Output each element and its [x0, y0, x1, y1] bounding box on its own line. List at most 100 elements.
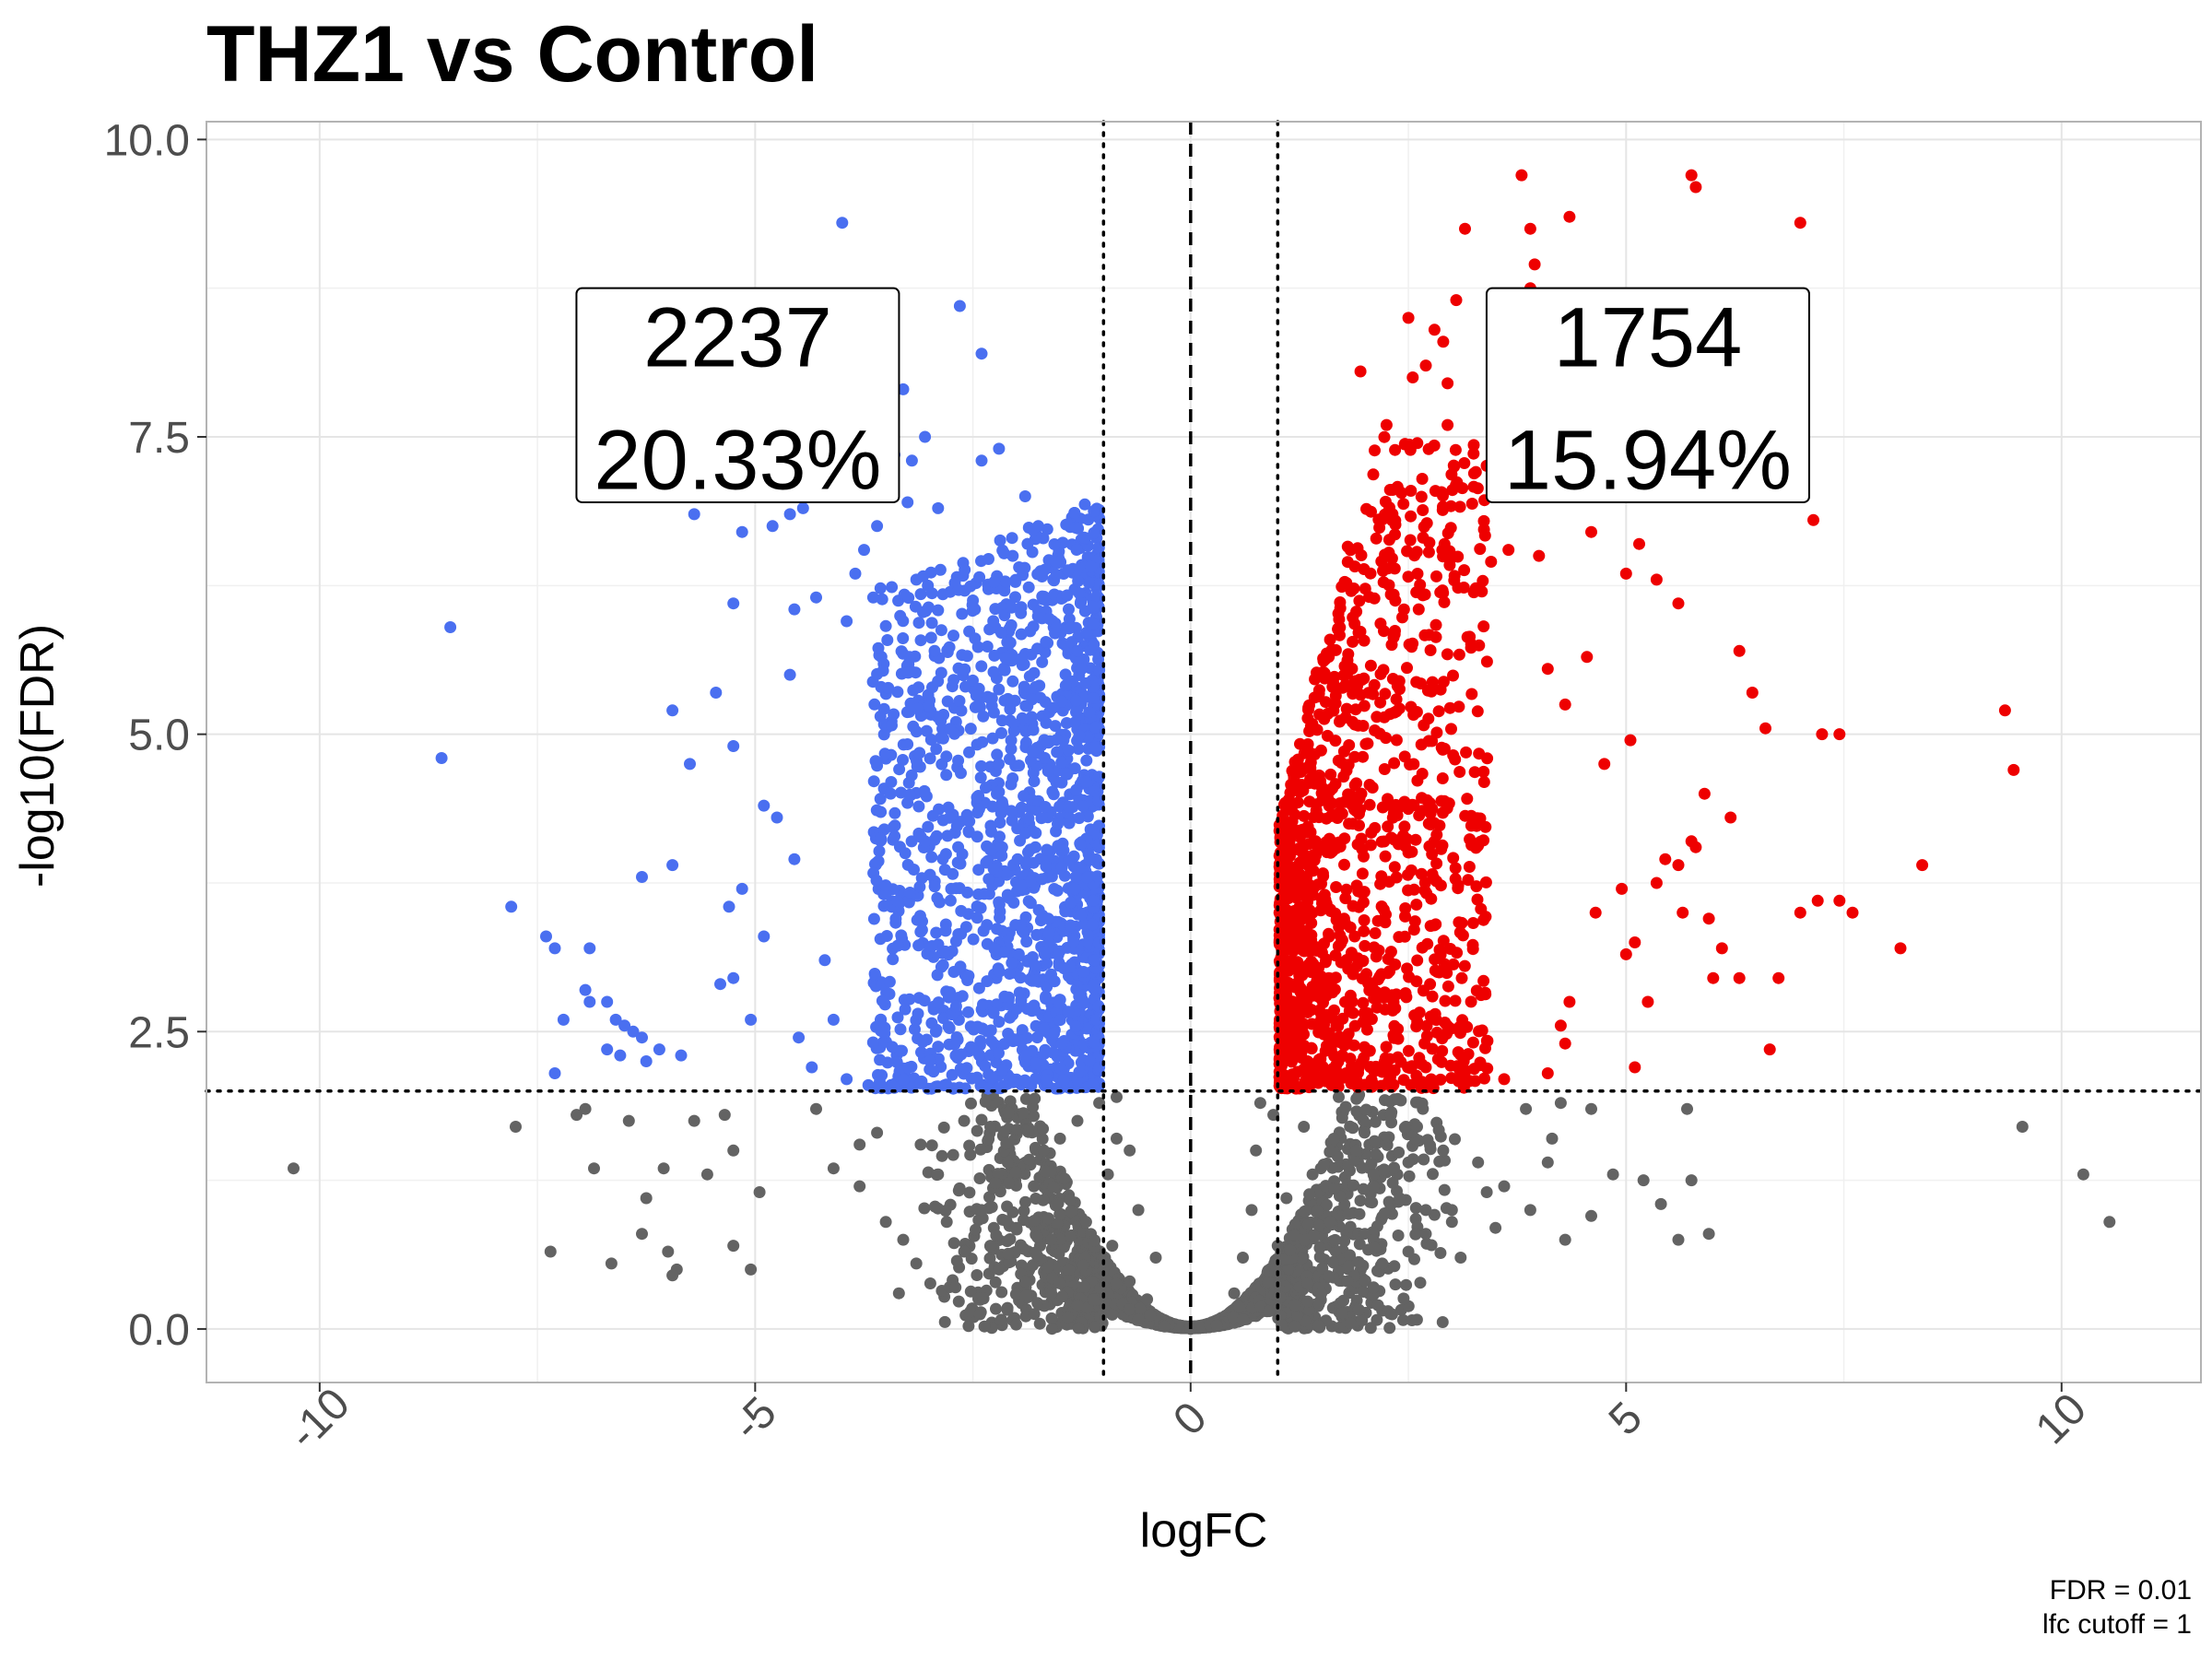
down-point — [914, 634, 927, 647]
down-point — [1049, 627, 1062, 640]
up-point — [1378, 625, 1390, 638]
down-point — [1089, 741, 1102, 754]
up-point — [1430, 618, 1442, 631]
down-point — [914, 588, 927, 601]
down-point — [959, 663, 971, 676]
down-point — [1041, 765, 1054, 778]
down-point — [1087, 618, 1100, 630]
ns-point — [1352, 1303, 1365, 1316]
down-point — [994, 830, 1006, 843]
up-point — [1357, 720, 1370, 732]
down-point — [1068, 507, 1081, 519]
down-point — [914, 1077, 927, 1089]
down-point — [898, 1073, 910, 1086]
down-point — [997, 946, 1010, 959]
up-point — [1436, 1044, 1449, 1057]
down-point — [1068, 716, 1081, 729]
ns-point — [1409, 1228, 1422, 1241]
down-point — [874, 1076, 886, 1088]
down-point — [912, 800, 925, 813]
ns-point — [1064, 1230, 1077, 1242]
ns-point — [1308, 1229, 1320, 1241]
down-point — [1083, 706, 1096, 719]
up-point — [1467, 480, 1480, 493]
ns-point — [1436, 1316, 1449, 1328]
ns-point — [1353, 1238, 1366, 1251]
up-point — [1317, 1028, 1330, 1041]
down-point — [982, 873, 995, 886]
down-point — [1048, 883, 1061, 895]
down-point — [1016, 712, 1029, 724]
down-point — [960, 1062, 973, 1075]
down-point — [987, 1006, 1000, 1019]
up-point — [1345, 584, 1358, 597]
down-point — [985, 1072, 998, 1085]
ns-point — [1019, 1289, 1032, 1302]
ns-point — [1019, 1195, 1031, 1208]
ns-point — [1371, 1313, 1383, 1326]
up-point — [1347, 611, 1359, 624]
down-point — [980, 782, 992, 794]
down-point — [888, 830, 901, 842]
ns-point — [1077, 1259, 1089, 1272]
down-point — [955, 927, 968, 940]
ns-point — [1058, 1172, 1071, 1185]
down-point — [876, 593, 888, 606]
down-point — [1048, 975, 1061, 988]
ns-point — [962, 1320, 975, 1333]
ns-point — [924, 1277, 936, 1289]
up-point — [1432, 705, 1445, 718]
down-point — [946, 1068, 959, 1081]
ns-point — [1311, 1205, 1324, 1218]
down-point — [966, 1041, 979, 1054]
down-point — [1065, 896, 1077, 909]
ns-point — [963, 1186, 976, 1199]
ns-point — [1312, 1320, 1325, 1332]
down-point — [1039, 751, 1051, 764]
up-point — [1384, 946, 1397, 959]
down-point — [984, 819, 997, 832]
down-point — [1092, 553, 1105, 566]
ns-point — [1227, 1311, 1240, 1324]
up-point — [1324, 768, 1337, 781]
down-point — [943, 641, 956, 653]
ns-point — [1033, 1317, 1046, 1330]
up-point — [1437, 935, 1450, 947]
up-point — [1418, 719, 1430, 732]
down-point — [1069, 870, 1082, 883]
up-point — [1439, 994, 1452, 1007]
down-point — [987, 706, 1000, 719]
ns-point — [1019, 1092, 1032, 1105]
ns-point — [1396, 1313, 1409, 1326]
up-point — [1445, 468, 1458, 481]
up-point — [1379, 548, 1392, 561]
ns-point — [1047, 1181, 1060, 1194]
ns-point — [1342, 1207, 1355, 1220]
ns-point — [1301, 1277, 1314, 1290]
ns-point — [964, 1148, 977, 1161]
down-point — [993, 683, 1006, 696]
down-point — [933, 896, 946, 909]
up-point — [1416, 805, 1429, 818]
down-point — [1036, 655, 1049, 668]
down-point — [912, 617, 925, 629]
down-point — [882, 681, 895, 694]
ns-point — [971, 1269, 983, 1281]
ns-point — [1078, 1280, 1091, 1293]
down-point — [942, 991, 955, 1004]
up-point — [1353, 594, 1366, 607]
down-point — [1092, 578, 1105, 591]
up-point — [1471, 893, 1484, 906]
down-point — [976, 735, 989, 748]
ns-point — [1002, 1247, 1015, 1260]
down-point — [930, 926, 943, 939]
down-point — [994, 912, 1006, 924]
down-point — [1082, 576, 1095, 589]
up-point — [1326, 680, 1339, 693]
up-point — [1316, 867, 1329, 880]
up-point — [1357, 896, 1370, 909]
down-point — [1062, 1006, 1075, 1018]
up-point — [1374, 696, 1387, 709]
ns-point — [1056, 1290, 1069, 1302]
down-point — [1020, 935, 1033, 948]
